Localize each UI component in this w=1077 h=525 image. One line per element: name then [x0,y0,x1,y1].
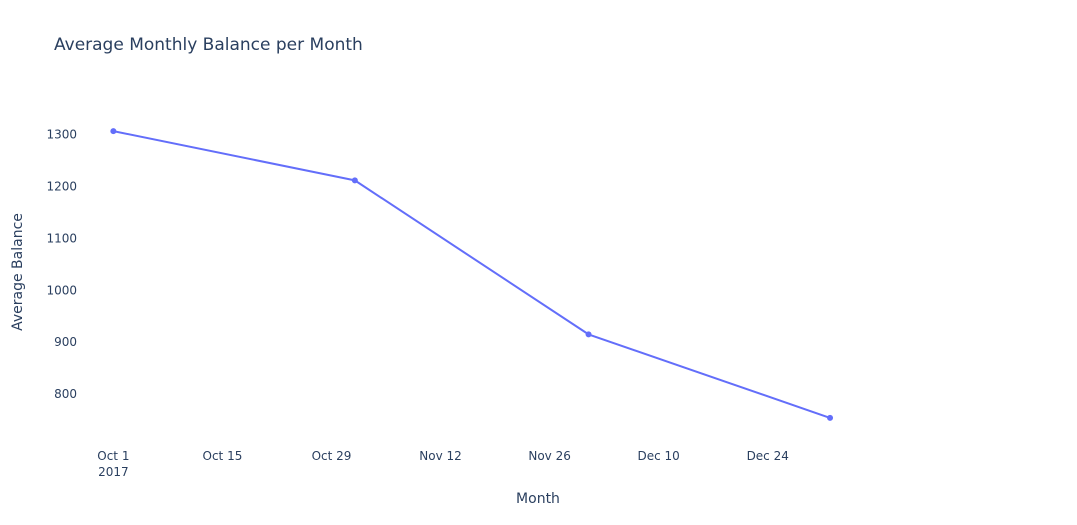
x-tick-label: Nov 12 [419,449,462,463]
x-tick-label: Dec 24 [747,449,789,463]
y-tick-label: 800 [54,387,77,401]
data-point[interactable] [827,415,833,421]
y-axis-title: Average Balance [10,213,26,331]
data-point[interactable] [586,331,592,337]
x-axis-ticks: Oct 1 2017 Oct 15 Oct 29 Nov 12 Nov 26 Dec 10 D… [97,449,789,479]
data-point[interactable] [352,177,358,183]
y-tick-label: 900 [54,335,77,349]
chart-title: Average Monthly Balance per Month [54,35,363,55]
x-axis-title: Month [516,491,560,507]
series-layer [110,128,833,421]
x-tick-sublabel: 2017 [98,465,129,479]
x-tick-label: Dec 10 [638,449,680,463]
y-tick-label: 1200 [46,180,77,194]
series-line [113,131,830,418]
y-tick-label: 1100 [46,231,77,245]
x-tick-label: Oct 15 [203,449,243,463]
x-tick-label: Nov 26 [528,449,571,463]
data-point[interactable] [110,128,116,134]
x-tick-label: Oct 29 [312,449,352,463]
x-tick-label: Oct 1 [97,449,129,463]
y-tick-label: 1300 [46,128,77,142]
y-axis-ticks: 800 900 1000 1100 1200 1300 [46,128,77,401]
y-tick-label: 1000 [46,283,77,297]
